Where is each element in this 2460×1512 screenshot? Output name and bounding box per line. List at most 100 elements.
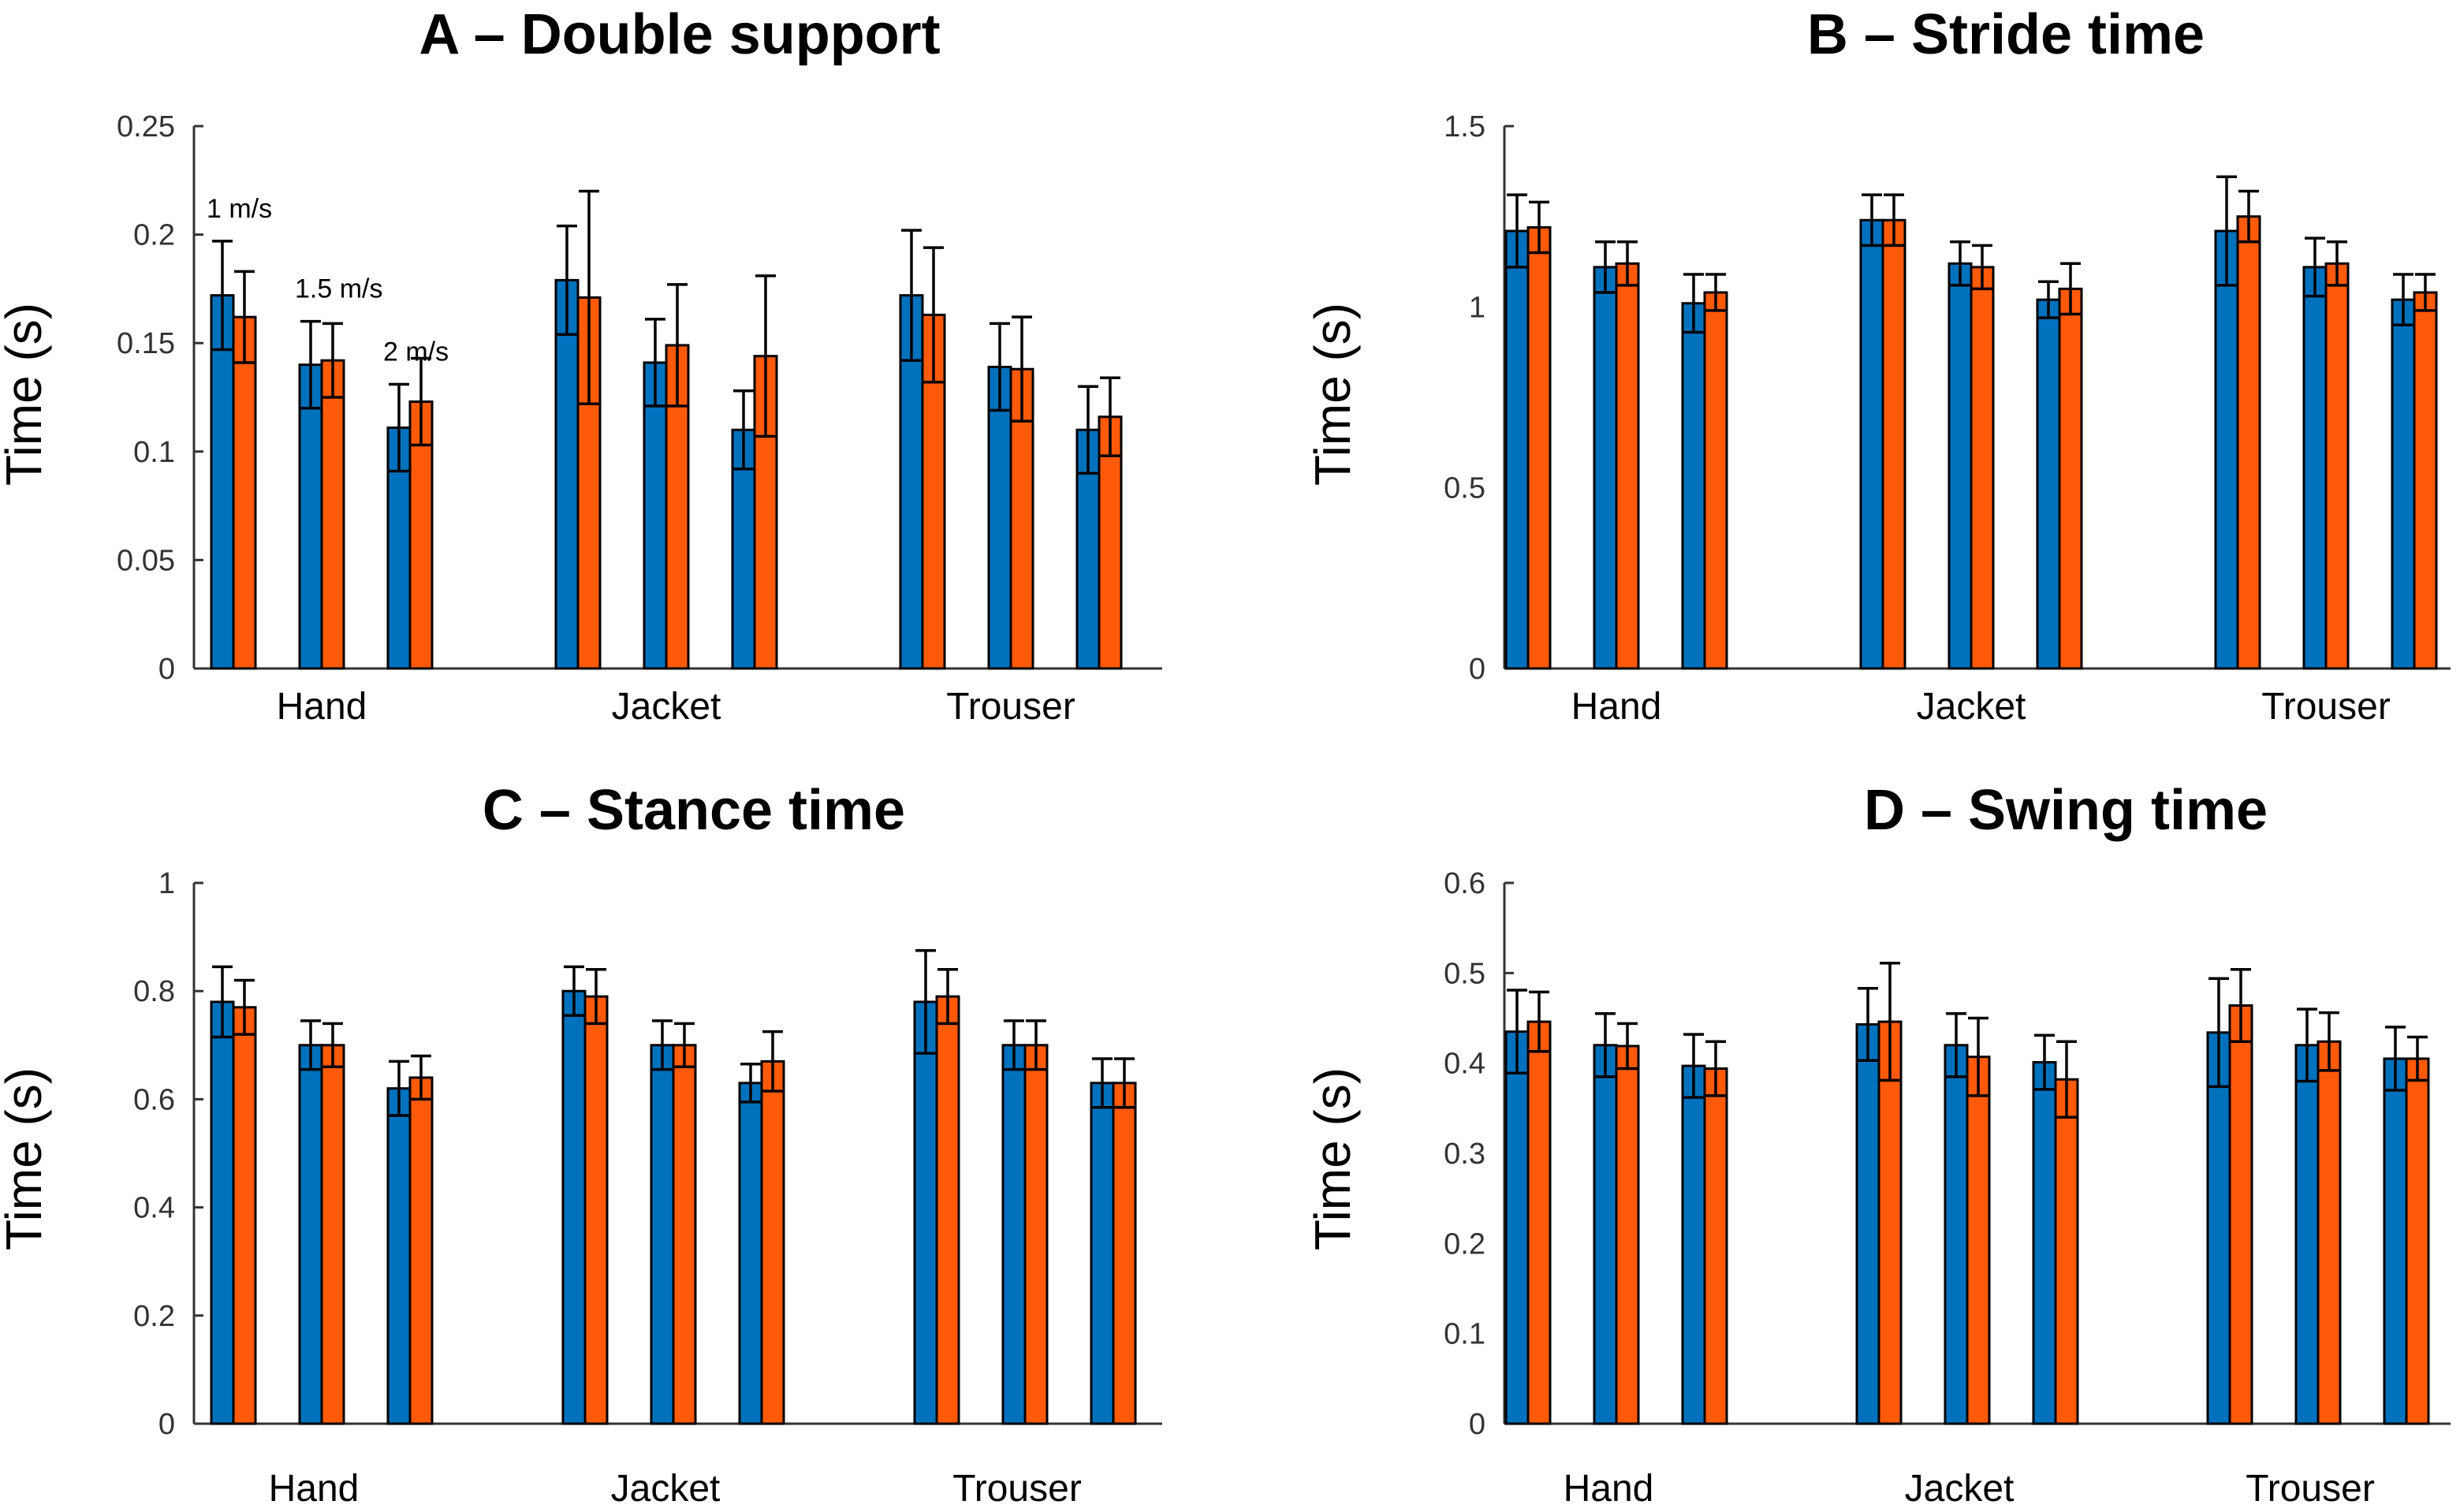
bar-blue: [1593, 266, 1618, 670]
x-category-label: Jacket: [1917, 686, 2026, 728]
x-category-label: Hand: [1571, 686, 1662, 728]
bar-blue: [2294, 1044, 2320, 1425]
bar-orange: [2413, 291, 2438, 670]
bar-orange: [2324, 262, 2350, 670]
bar-blue: [2206, 1031, 2231, 1425]
panel-c-stance-time: C – Stance time Time (s) 0 0.2 0.4 0.6 0.8 1 Han…: [0, 779, 1162, 1510]
bar-orange: [1023, 1044, 1049, 1425]
y-tick-label: 0.5: [1444, 957, 1485, 990]
speed-annotation: 1 m/s: [207, 194, 272, 224]
bar-orange: [320, 1044, 345, 1425]
bar-blue: [1090, 1082, 1115, 1425]
x-category-label: Hand: [269, 1468, 360, 1510]
bar-blue: [2302, 266, 2328, 670]
bar-blue: [738, 1082, 763, 1425]
bar-orange: [232, 315, 257, 670]
bar-blue: [298, 1044, 323, 1425]
bar-blue: [1681, 302, 1706, 670]
bar-orange: [1703, 1067, 1728, 1425]
y-axis-label: Time (s): [0, 1067, 52, 1250]
bar-blue: [1681, 1064, 1706, 1425]
bar-blue: [1001, 1044, 1027, 1425]
x-category-label: Hand: [277, 686, 367, 728]
bar-orange: [2316, 1040, 2342, 1425]
bar-blue: [210, 294, 235, 670]
bar-blue: [298, 363, 323, 670]
bar-orange: [760, 1060, 785, 1425]
chart-title: D – Swing time: [1864, 779, 2268, 842]
bar-orange: [1112, 1082, 1137, 1425]
bar-blue: [2036, 298, 2061, 670]
bar-blue: [554, 278, 580, 670]
y-tick-label: 1: [158, 867, 175, 900]
bar-blue: [1593, 1044, 1618, 1425]
bar-orange: [1526, 1020, 1552, 1425]
y-tick-label: 0.5: [1444, 472, 1485, 505]
bar-orange: [2236, 215, 2261, 670]
y-tick-label: 0.6: [1444, 867, 1485, 900]
x-category-label: Jacket: [611, 1468, 721, 1510]
bar-orange: [935, 995, 960, 1425]
bar-blue: [1504, 229, 1530, 670]
x-category-label: Hand: [1564, 1468, 1654, 1510]
panel-d-swing-time: D – Swing time Time (s) 0 0.1 0.2 0.3 0.4 0.5 0.…: [1304, 779, 2451, 1510]
y-tick-label: 0.8: [133, 975, 175, 1008]
y-axis-label: Time (s): [1304, 303, 1361, 486]
panel-b-stride-time: B – Stride time Time (s) 0 0.5 1 1.5 Hand Jacke…: [1304, 3, 2451, 728]
speed-annotation: 2 m/s: [383, 337, 449, 367]
y-tick-label: 1: [1469, 291, 1485, 324]
bar-blue: [1948, 262, 1973, 670]
bar-blue: [386, 1087, 412, 1425]
bar-blue: [210, 1000, 235, 1425]
bar-orange: [408, 1076, 434, 1425]
bar-orange: [583, 995, 609, 1425]
bar-orange: [672, 1044, 697, 1425]
bar-blue: [987, 365, 1012, 670]
chart-title: B – Stride time: [1807, 3, 2205, 66]
bar-orange: [1615, 262, 1640, 670]
chart-title: A – Double support: [419, 3, 940, 66]
y-tick-label: 0: [1469, 1408, 1485, 1441]
bar-blue: [1944, 1044, 1969, 1425]
bar-orange: [1615, 1045, 1640, 1425]
y-tick-label: 0.25: [117, 110, 175, 143]
y-tick-label: 0.2: [133, 219, 175, 252]
y-tick-label: 0.05: [117, 544, 175, 577]
bar-blue: [1504, 1030, 1530, 1425]
y-tick-label: 0.2: [1444, 1227, 1485, 1261]
y-tick-label: 0: [1469, 653, 1485, 686]
bar-orange: [1703, 291, 1728, 670]
bar-blue: [2032, 1061, 2057, 1425]
bar-orange: [320, 359, 345, 670]
bar-orange: [1877, 1020, 1903, 1425]
y-tick-label: 0.1: [1444, 1318, 1485, 1351]
bar-blue: [2214, 229, 2239, 670]
bar-orange: [232, 1006, 257, 1425]
y-tick-label: 0: [158, 1408, 175, 1441]
bar-orange: [1098, 415, 1123, 670]
bar-blue: [2391, 298, 2416, 670]
bar-orange: [2405, 1057, 2430, 1425]
bar-orange: [2228, 1004, 2253, 1425]
x-category-label: Trouser: [946, 686, 1075, 728]
y-tick-label: 0.2: [133, 1300, 175, 1333]
chart-title: C – Stance time: [483, 779, 905, 842]
bar-orange: [2058, 287, 2083, 670]
x-category-label: Trouser: [952, 1468, 1082, 1510]
bar-orange: [1526, 225, 1552, 670]
y-axis-label: Time (s): [0, 303, 52, 486]
x-category-label: Jacket: [612, 686, 721, 728]
y-tick-label: 0.15: [117, 327, 175, 360]
y-tick-label: 0.1: [133, 436, 175, 469]
speed-annotation: 1.5 m/s: [295, 274, 382, 304]
bar-blue: [1859, 218, 1884, 670]
x-category-label: Trouser: [2261, 686, 2391, 728]
bar-orange: [1966, 1056, 1991, 1425]
x-category-label: Trouser: [2246, 1468, 2375, 1510]
y-tick-label: 0.6: [133, 1083, 175, 1116]
y-tick-label: 1.5: [1444, 110, 1485, 143]
panel-a-double-support: A – Double support Time (s) 0 0.05 0.1 0.15 0.…: [0, 3, 1162, 728]
y-tick-label: 0.3: [1444, 1138, 1485, 1171]
y-tick-label: 0: [158, 653, 175, 686]
